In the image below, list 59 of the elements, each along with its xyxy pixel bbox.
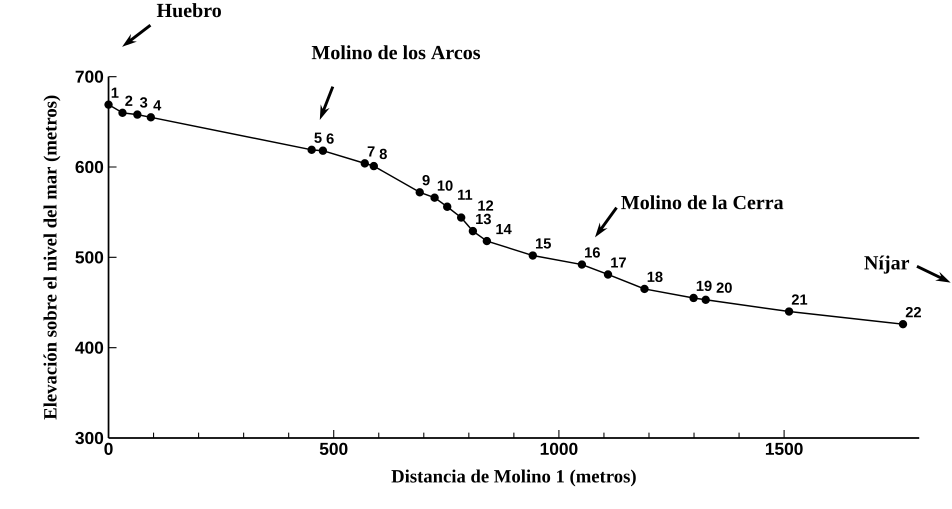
- point: [468, 226, 478, 236]
- y-tick-label: 400: [75, 341, 104, 354]
- point: [133, 110, 142, 119]
- text: Molino de los Arcos: [312, 45, 480, 60]
- annotation: 16: [585, 247, 600, 258]
- point: [146, 113, 156, 122]
- annotation: 14: [496, 224, 512, 234]
- annotation: Níjar: [864, 255, 910, 274]
- annotation: 12: [478, 200, 494, 211]
- annotation: 13: [476, 214, 491, 224]
- point: [370, 162, 378, 170]
- x-tick-label: 1000: [540, 442, 578, 455]
- point: [578, 260, 586, 269]
- point: [898, 320, 908, 328]
- point: [416, 188, 424, 196]
- point: [318, 146, 328, 155]
- y-tick-label: 700: [76, 70, 104, 83]
- annotation: 20: [716, 282, 732, 293]
- point: [640, 284, 649, 294]
- x-tick-label: 1500: [766, 442, 803, 455]
- point: [689, 294, 698, 302]
- annotation: 1: [112, 88, 119, 98]
- annotation: 9: [422, 174, 430, 186]
- point: [784, 307, 794, 316]
- point: [104, 100, 113, 109]
- annotation: 17: [611, 257, 626, 268]
- point: [482, 236, 492, 246]
- annotation: 2: [125, 96, 132, 106]
- annotation: 5: [314, 132, 322, 143]
- y-tick-label: 500: [75, 251, 104, 264]
- annotation: 22: [906, 306, 921, 318]
- point: [307, 146, 316, 154]
- point: [604, 270, 612, 279]
- x-axis-title: Distancia de Molino 1 (metros): [392, 469, 636, 486]
- annotation: Molino de la Cerra: [621, 195, 784, 210]
- annotation: 21: [792, 294, 808, 305]
- point: [443, 202, 452, 211]
- point: [702, 296, 710, 304]
- point: [456, 213, 466, 222]
- y-axis-title: Elevación sobre el nivel del mar (metros): [43, 96, 60, 420]
- y-tick-label: 300: [75, 432, 104, 444]
- annotation: 18: [648, 272, 663, 282]
- annotation: 10: [438, 180, 453, 191]
- annotation: 11: [458, 190, 472, 200]
- annotation: 7: [368, 146, 375, 156]
- annotation: 19: [696, 280, 712, 292]
- text: Huebro: [156, 3, 221, 18]
- annotation: 4: [153, 100, 162, 110]
- annotation: 15: [536, 238, 551, 249]
- point: [430, 193, 439, 202]
- y-tick-label: 600: [76, 160, 104, 174]
- x-tick-label: 0: [104, 442, 113, 455]
- point: [118, 108, 127, 117]
- point: [528, 251, 537, 260]
- annotation: 8: [380, 148, 387, 160]
- annotation: 6: [326, 133, 334, 144]
- annotation: 3: [140, 97, 148, 108]
- point: [360, 159, 369, 168]
- x-tick-label: 500: [320, 442, 348, 455]
